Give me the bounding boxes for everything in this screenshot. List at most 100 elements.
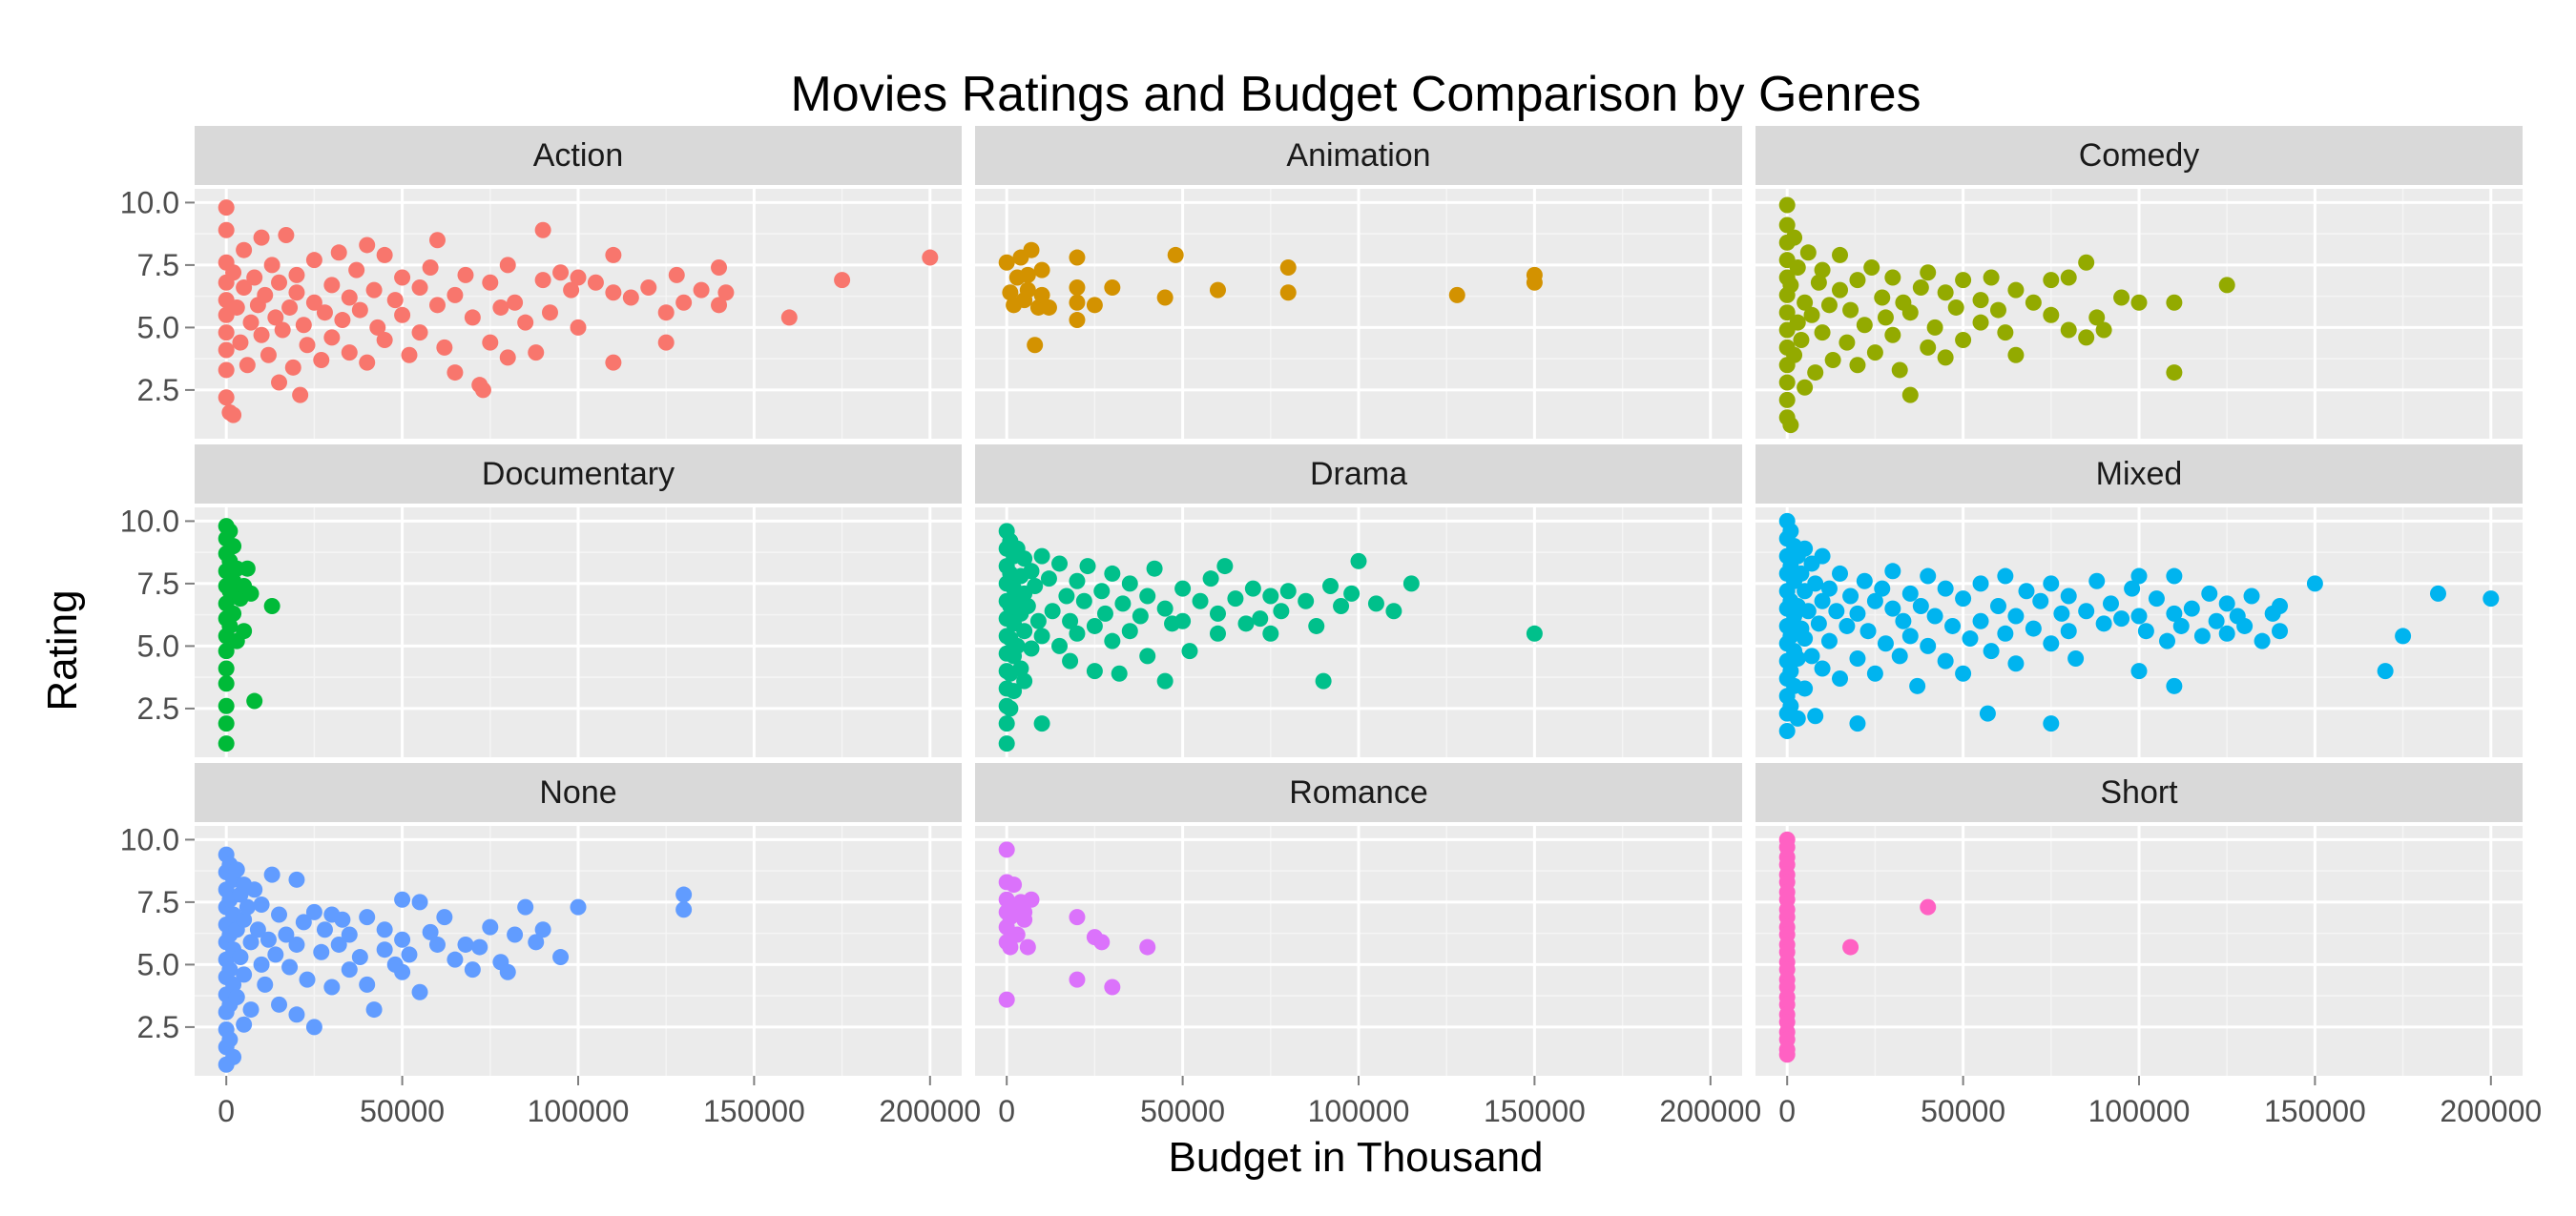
data-point [1308, 617, 1325, 634]
strip-background [1755, 444, 2523, 504]
data-point [218, 697, 235, 714]
data-point [288, 266, 305, 283]
data-point [1058, 587, 1075, 605]
data-point [2254, 632, 2271, 649]
data-point [1252, 610, 1269, 628]
data-point [668, 266, 685, 283]
data-point [218, 735, 235, 752]
data-point [1972, 292, 1989, 309]
data-point [507, 294, 524, 311]
data-point [1209, 605, 1226, 622]
data-point [675, 294, 693, 311]
data-point [2183, 600, 2200, 617]
data-point [1139, 938, 1156, 956]
y-tick-label: 7.5 [137, 885, 179, 919]
data-point [394, 891, 411, 908]
data-point [1027, 578, 1044, 595]
data-point [271, 374, 288, 391]
data-point [675, 901, 693, 918]
data-point [1782, 417, 1799, 434]
panels-layer: Action 2.5 5.0 7.5 10.0 Animation Comedy Docume… [120, 126, 2542, 1128]
data-point [1810, 274, 1827, 291]
data-point [499, 963, 516, 980]
data-point [2043, 635, 2060, 652]
data-point [232, 949, 249, 966]
data-point [717, 284, 735, 301]
data-point [394, 931, 411, 948]
data-point [281, 958, 299, 976]
data-point [1002, 938, 1019, 956]
data-point [1181, 643, 1198, 660]
x-tick-label: 150000 [2264, 1094, 2366, 1128]
data-point [436, 339, 453, 356]
data-point [1040, 299, 1057, 316]
strip-label: Mixed [2096, 456, 2183, 492]
x-tick-label: 200000 [1659, 1094, 1761, 1128]
data-point [1839, 617, 1856, 634]
data-point [1023, 563, 1040, 580]
data-point [1321, 578, 1339, 595]
data-point [1782, 277, 1799, 294]
data-point [1016, 550, 1033, 567]
data-point [1096, 605, 1113, 622]
data-point [1820, 632, 1838, 649]
data-point [2137, 623, 2154, 640]
data-point [1793, 565, 1810, 582]
data-point [351, 301, 368, 319]
data-point [922, 249, 939, 266]
data-point [218, 341, 235, 359]
data-point [570, 898, 587, 916]
data-point [401, 346, 418, 363]
data-point [2130, 294, 2148, 311]
data-point [1901, 304, 1919, 321]
data-point [1139, 648, 1156, 665]
data-point [411, 894, 428, 911]
data-point [457, 936, 474, 953]
data-point [1192, 592, 1209, 609]
data-point [323, 979, 341, 996]
data-point [1167, 246, 1184, 263]
data-point [2025, 294, 2042, 311]
data-point [1849, 272, 1866, 289]
data-point [1874, 580, 1891, 597]
data-point [1006, 683, 1023, 700]
data-point [2483, 590, 2500, 608]
data-point [1079, 558, 1096, 575]
data-point [1972, 612, 1989, 629]
data-point [2166, 364, 2183, 381]
data-point [534, 272, 551, 289]
data-point [1920, 898, 1937, 916]
y-tick-label: 2.5 [137, 1010, 179, 1044]
data-point [1820, 297, 1838, 314]
facet-panel-romance: Romance 0 50000 100000 150000 200000 [975, 763, 1761, 1128]
data-point [1909, 677, 1926, 694]
data-point [1114, 595, 1132, 612]
data-point [2130, 608, 2148, 625]
data-point [1824, 351, 1841, 368]
data-point [1937, 580, 1954, 597]
data-point [1778, 304, 1796, 321]
data-point [711, 259, 728, 277]
data-point [422, 923, 439, 940]
strip-label: Documentary [482, 456, 675, 492]
data-point [1019, 938, 1036, 956]
data-point [2088, 309, 2106, 326]
y-tick-label: 5.0 [137, 310, 179, 344]
data-point [260, 931, 277, 948]
data-point [284, 359, 301, 376]
x-tick-label: 200000 [879, 1094, 981, 1128]
data-point [1174, 612, 1192, 629]
data-point [1008, 926, 1026, 943]
data-point [1989, 301, 2006, 319]
strip-background [195, 444, 962, 504]
data-point [218, 199, 235, 216]
data-point [1955, 332, 1972, 349]
data-point [330, 244, 347, 261]
data-point [1086, 297, 1103, 314]
data-point [1016, 623, 1033, 640]
strip-background [1755, 763, 2523, 822]
data-point [411, 324, 428, 341]
strip-background [975, 763, 1742, 822]
data-point [1069, 294, 1086, 311]
